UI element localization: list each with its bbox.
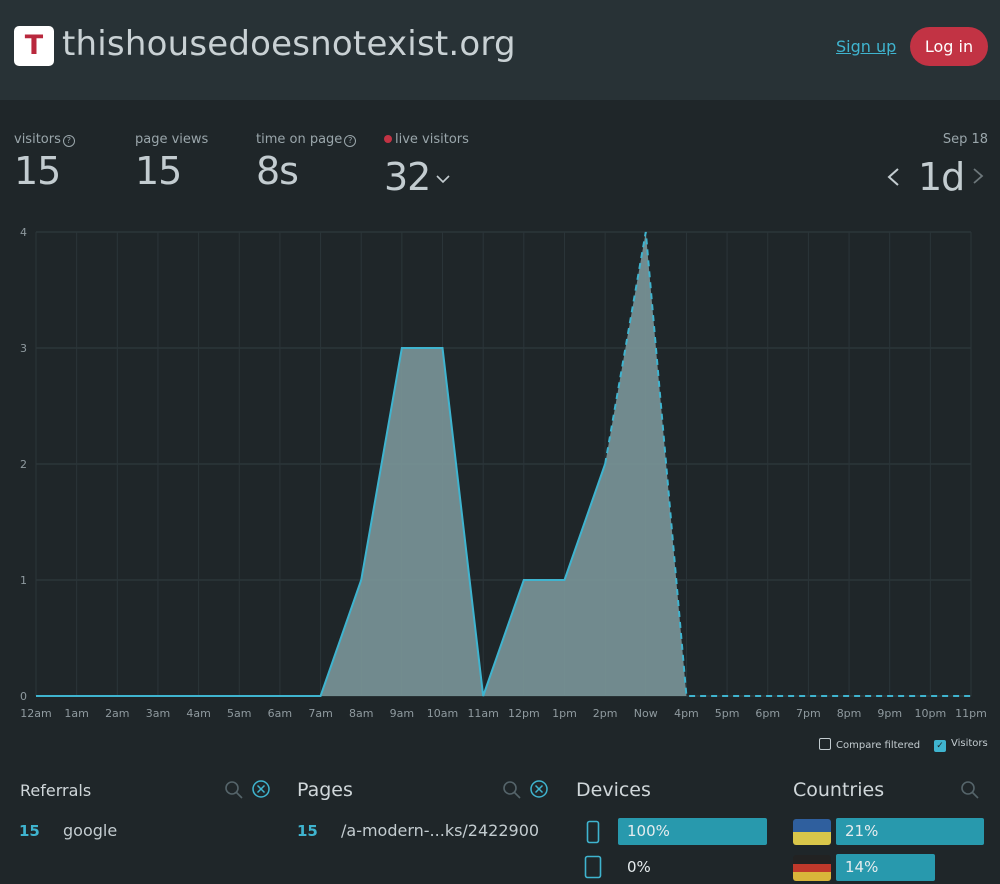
referral-label[interactable]: google xyxy=(63,821,118,840)
referral-count: 15 xyxy=(19,822,40,840)
x-tick-label: 10pm xyxy=(914,707,946,720)
stat-time-on-page[interactable]: time on page? 8s xyxy=(256,132,357,193)
country-percent: 14% xyxy=(845,858,879,876)
chevron-left-icon[interactable] xyxy=(886,167,900,191)
clear-filter-icon[interactable] xyxy=(251,779,271,803)
phone-icon xyxy=(586,820,600,848)
country-bar[interactable] xyxy=(836,818,984,845)
x-tick-label: 9am xyxy=(390,707,414,720)
devices-title: Devices xyxy=(576,779,651,801)
legend-compare-filtered[interactable]: Compare filtered xyxy=(819,738,920,751)
x-tick-label: 7am xyxy=(308,707,332,720)
help-icon[interactable]: ? xyxy=(344,135,357,147)
stat-page-views[interactable]: page views 15 xyxy=(135,132,208,193)
stat-value-time-on-page: 8s xyxy=(256,149,299,193)
country-percent: 21% xyxy=(845,822,879,840)
x-tick-label: 12pm xyxy=(508,707,540,720)
visitors-legend-label: Visitors xyxy=(951,738,988,749)
x-tick-label: 3am xyxy=(146,707,170,720)
login-button[interactable]: Log in xyxy=(910,27,988,66)
stat-value-visitors: 15 xyxy=(14,149,61,193)
y-tick-label: 3 xyxy=(20,342,27,355)
x-tick-label: 11am xyxy=(467,707,498,720)
x-tick-label: 12am xyxy=(20,707,51,720)
stat-value-live-visitors: 32 xyxy=(384,155,431,199)
referrals-title: Referrals xyxy=(20,781,92,800)
country-bar[interactable] xyxy=(836,854,935,881)
help-icon[interactable]: ? xyxy=(62,135,75,147)
x-tick-label: 8pm xyxy=(837,707,862,720)
legend-visitors[interactable]: ✓ Visitors xyxy=(934,738,988,752)
x-tick-label: Now xyxy=(634,707,658,720)
x-tick-label: 7pm xyxy=(796,707,821,720)
series-line-visitors-partial xyxy=(604,231,971,697)
clear-filter-icon[interactable] xyxy=(529,779,549,803)
y-tick-label: 4 xyxy=(20,226,27,239)
ukraine-flag-icon xyxy=(793,819,831,845)
x-tick-label: 6am xyxy=(268,707,292,720)
pages-title: Pages xyxy=(297,779,353,801)
signup-link[interactable]: Sign up xyxy=(836,37,897,56)
visitors-chart: 0 1 2 3 4 12am 1am 2am 3am 4am 5am 6am 7am 8am 9am 10am… xyxy=(20,226,987,720)
site-title[interactable]: thishousedoesnotexist.org xyxy=(62,24,516,64)
y-tick-label: 2 xyxy=(20,458,27,471)
stat-value-page-views: 15 xyxy=(135,149,182,193)
device-percent: 100% xyxy=(627,822,670,840)
series-line-visitors xyxy=(36,347,607,697)
x-tick-label: 2pm xyxy=(593,707,618,720)
compare-filtered-checkbox[interactable] xyxy=(819,738,831,750)
stat-live-visitors[interactable]: live visitors 32 xyxy=(384,132,469,199)
x-tick-label: 11pm xyxy=(955,707,987,720)
top-bar: T thishousedoesnotexist.org Sign up Log … xyxy=(0,0,1000,100)
range-value[interactable]: 1d xyxy=(918,155,965,199)
x-tick-label: 1am xyxy=(64,707,88,720)
x-tick-label: 9pm xyxy=(877,707,902,720)
stat-visitors[interactable]: visitors? 15 xyxy=(14,132,75,193)
x-tick-label: 5pm xyxy=(715,707,740,720)
x-tick-label: 10am xyxy=(427,707,458,720)
germany-flag-icon xyxy=(793,855,831,881)
stat-label-live-visitors: live visitors xyxy=(395,132,469,147)
page-label[interactable]: /a-modern-...ks/2422900 xyxy=(341,821,540,840)
x-tick-label: 8am xyxy=(349,707,373,720)
page-count: 15 xyxy=(297,822,318,840)
visitors-checkbox[interactable]: ✓ xyxy=(934,740,946,752)
x-tick-label: 2am xyxy=(105,707,129,720)
stat-label-page-views: page views xyxy=(135,132,209,147)
device-bar[interactable] xyxy=(618,818,767,845)
x-tick-label: 1pm xyxy=(552,707,577,720)
site-logo[interactable]: T xyxy=(14,26,54,66)
chevron-right-icon[interactable] xyxy=(972,167,984,189)
x-tick-label: 5am xyxy=(227,707,251,720)
device-percent: 0% xyxy=(627,858,651,876)
range-selector: 1d xyxy=(886,155,990,199)
search-icon[interactable] xyxy=(960,780,980,804)
x-tick-label: 4pm xyxy=(674,707,699,720)
chevron-down-icon[interactable] xyxy=(436,149,450,193)
search-icon[interactable] xyxy=(224,780,244,804)
x-tick-label: 6pm xyxy=(755,707,780,720)
tablet-icon xyxy=(584,855,602,883)
date-label: Sep 18 xyxy=(942,132,988,147)
y-tick-label: 1 xyxy=(20,574,27,587)
stat-label-visitors: visitors xyxy=(14,132,61,147)
live-dot-icon xyxy=(384,135,392,143)
stat-label-time-on-page: time on page xyxy=(256,132,343,147)
x-tick-label: 4am xyxy=(186,707,210,720)
search-icon[interactable] xyxy=(502,780,522,804)
countries-title: Countries xyxy=(793,779,885,801)
compare-filtered-label: Compare filtered xyxy=(836,740,921,751)
y-tick-label: 0 xyxy=(20,690,27,703)
